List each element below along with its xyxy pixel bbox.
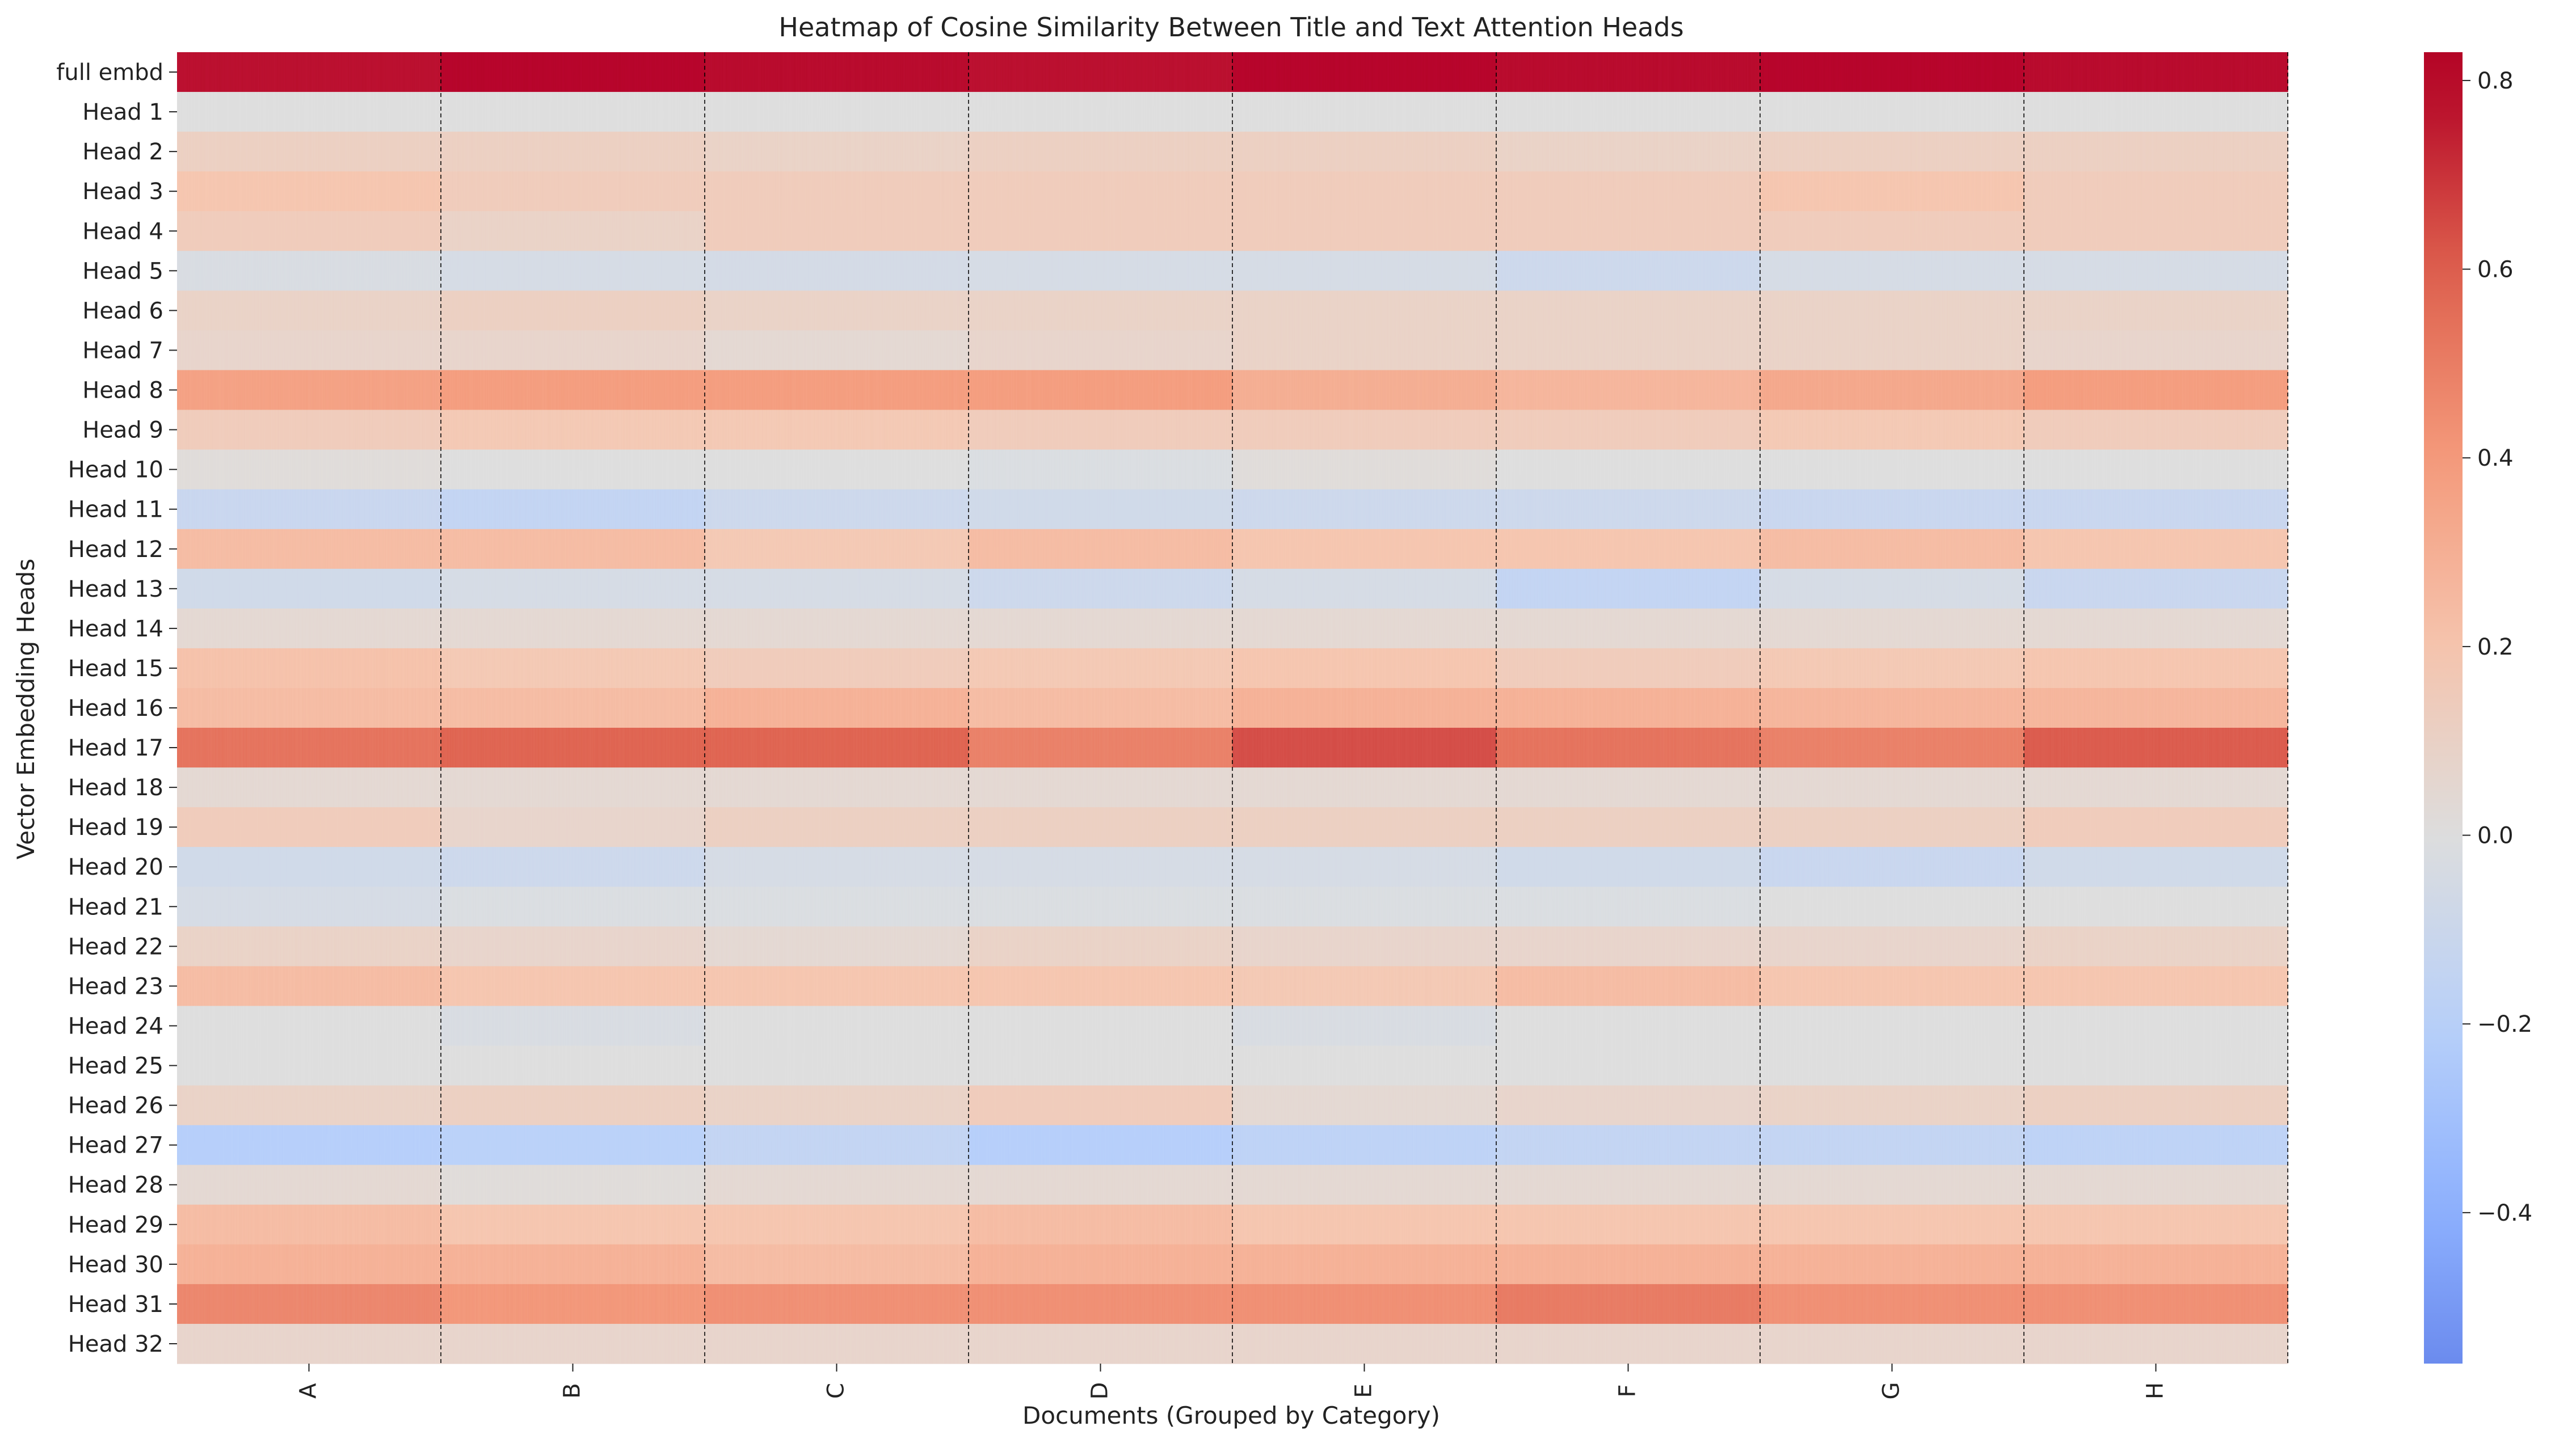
x-tick-label: H <box>2143 1382 2169 1399</box>
colorbar-tick-label: −0.4 <box>2477 1200 2532 1226</box>
y-tick-label: Head 17 <box>68 735 163 761</box>
y-tick-label: Head 31 <box>68 1292 163 1318</box>
x-tick-labels: A B C D E F G H <box>296 1364 2169 1400</box>
x-tick-label: B <box>559 1383 586 1398</box>
x-tick-label: C <box>823 1383 849 1399</box>
y-tick-label: Head 11 <box>68 497 163 523</box>
x-axis-label: Documents (Grouped by Category) <box>1022 1402 1440 1429</box>
y-tick-labels: full embd Head 1 Head 2 Head 3 Head 4 Head 5 H… <box>56 60 177 1357</box>
y-tick-label: Head 26 <box>68 1093 163 1119</box>
colorbar-tick-label: −0.2 <box>2477 1011 2532 1037</box>
y-tick-label: Head 29 <box>68 1212 163 1238</box>
y-tick-label: Head 14 <box>68 616 163 642</box>
y-tick-label: Head 9 <box>82 417 163 444</box>
y-tick-label: Head 4 <box>82 218 163 244</box>
colorbar-tick-label: 0.2 <box>2477 634 2514 660</box>
y-tick-label: Head 27 <box>68 1133 163 1159</box>
y-tick-label: Head 10 <box>68 457 163 483</box>
y-tick-label: Head 25 <box>68 1053 163 1079</box>
y-tick-label: Head 18 <box>68 775 163 801</box>
y-axis-label: Vector Embedding Heads <box>12 559 40 859</box>
y-tick-label: Head 8 <box>82 378 163 404</box>
y-tick-label: full embd <box>56 60 163 86</box>
y-tick-label: Head 32 <box>68 1331 163 1357</box>
y-tick-label: Head 13 <box>68 576 163 602</box>
y-tick-label: Head 28 <box>68 1172 163 1199</box>
x-tick-label: D <box>1087 1382 1113 1400</box>
y-tick-label: Head 2 <box>82 139 163 165</box>
colorbar-tick-label: 0.4 <box>2477 445 2514 471</box>
y-tick-label: Head 19 <box>68 815 163 841</box>
y-tick-label: Head 3 <box>82 179 163 205</box>
y-tick-label: Head 1 <box>82 99 163 125</box>
x-tick-label: A <box>296 1383 322 1399</box>
x-tick-label: F <box>1615 1384 1641 1397</box>
y-tick-label: Head 24 <box>68 1013 163 1039</box>
y-tick-label: Head 20 <box>68 854 163 880</box>
colorbar-tick-label: 0.6 <box>2477 257 2514 283</box>
y-tick-label: Head 7 <box>82 337 163 364</box>
y-tick-label: Head 22 <box>68 934 163 960</box>
chart-title: Heatmap of Cosine Similarity Between Tit… <box>778 12 1683 43</box>
y-tick-label: Head 5 <box>82 258 163 284</box>
colorbar-tick-label: 0.0 <box>2477 823 2514 849</box>
cell-texture <box>177 52 2288 1364</box>
colorbar-gradient <box>2424 52 2463 1364</box>
y-tick-label: Head 16 <box>68 695 163 722</box>
y-tick-label: Head 12 <box>68 537 163 563</box>
y-tick-label: Head 30 <box>68 1252 163 1278</box>
x-tick-label: E <box>1351 1383 1377 1398</box>
x-tick-label: G <box>1879 1382 1905 1400</box>
colorbar: −0.4 −0.2 0.0 0.2 0.4 0.6 0.8 <box>2424 52 2532 1364</box>
y-tick-label: Head 6 <box>82 298 163 324</box>
y-tick-label: Head 21 <box>68 894 163 920</box>
y-tick-label: Head 23 <box>68 973 163 999</box>
y-tick-label: Head 15 <box>68 656 163 682</box>
colorbar-tick-label: 0.8 <box>2477 68 2514 94</box>
